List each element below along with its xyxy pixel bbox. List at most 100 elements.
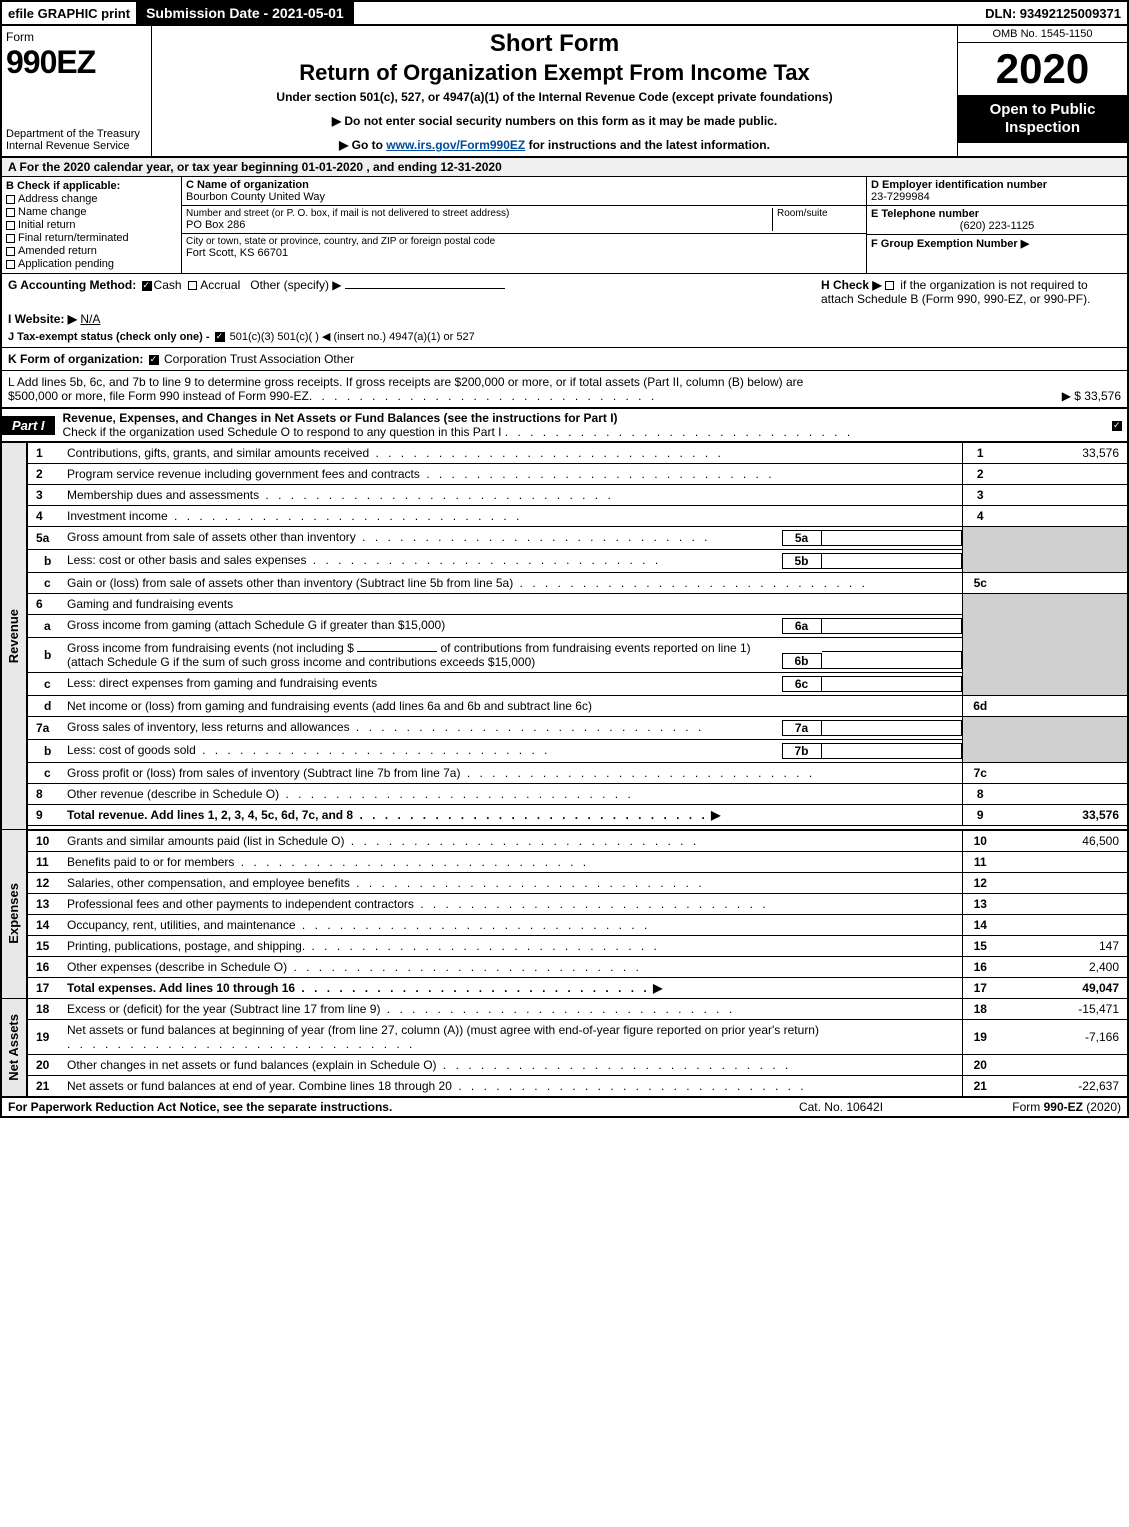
line-g: G Accounting Method: Cash Accrual Other … xyxy=(8,278,781,306)
box-b-title: B Check if applicable: xyxy=(6,180,177,192)
checkbox-checked-icon xyxy=(149,355,159,365)
line-18-amount: -15,471 xyxy=(998,998,1128,1019)
k-items: Corporation Trust Association Other xyxy=(164,352,354,366)
gh-block: G Accounting Method: Cash Accrual Other … xyxy=(0,274,1129,348)
dots xyxy=(309,389,1062,403)
org-info-block: B Check if applicable: Address change Na… xyxy=(0,177,1129,274)
submission-date: Submission Date - 2021-05-01 xyxy=(136,2,354,24)
line-17: 17 Total expenses. Add lines 10 through … xyxy=(1,977,1128,998)
top-bar: efile GRAPHIC print Submission Date - 20… xyxy=(0,0,1129,24)
form-header: Form 990EZ Department of the Treasury In… xyxy=(0,24,1129,158)
line-12: 12 Salaries, other compensation, and emp… xyxy=(1,872,1128,893)
line-16-amount: 2,400 xyxy=(998,956,1128,977)
omb-number: OMB No. 1545-1150 xyxy=(958,26,1127,43)
part1-title: Revenue, Expenses, and Changes in Net As… xyxy=(55,409,1107,441)
phone-row: E Telephone number (620) 223-1125 xyxy=(867,206,1127,235)
check-initial-return: Initial return xyxy=(6,219,177,231)
checkbox-icon xyxy=(6,208,15,217)
street: PO Box 286 xyxy=(186,219,772,231)
under-section: Under section 501(c), 527, or 4947(a)(1)… xyxy=(158,90,951,104)
room-label: Room/suite xyxy=(777,208,862,219)
g-label: G Accounting Method: xyxy=(8,278,136,292)
group-label: F Group Exemption Number ▶ xyxy=(871,238,1029,250)
check-address-change: Address change xyxy=(6,193,177,205)
org-name-label: C Name of organization xyxy=(186,179,862,191)
line-6b: b Gross income from fundraising events (… xyxy=(1,638,1128,673)
box-c: C Name of organization Bourbon County Un… xyxy=(182,177,867,273)
form-label: Form xyxy=(6,30,147,44)
notice-instructions: ▶ Go to www.irs.gov/Form990EZ for instru… xyxy=(158,138,951,152)
line-19: 19 Net assets or fund balances at beginn… xyxy=(1,1019,1128,1054)
j-label: J Tax-exempt status (check only one) - xyxy=(8,331,210,343)
open-public-inspection: Open to Public Inspection xyxy=(958,95,1127,143)
h-label: H Check ▶ xyxy=(821,278,882,292)
dots xyxy=(505,425,853,439)
return-title: Return of Organization Exempt From Incom… xyxy=(158,60,951,86)
org-name-row: C Name of organization Bourbon County Un… xyxy=(182,177,866,206)
phone-label: E Telephone number xyxy=(871,208,1123,220)
line-9: 9 Total revenue. Add lines 1, 2, 3, 4, 5… xyxy=(1,805,1128,826)
page-footer: For Paperwork Reduction Act Notice, see … xyxy=(0,1098,1129,1118)
line-19-amount: -7,166 xyxy=(998,1019,1128,1054)
k-label: K Form of organization: xyxy=(8,352,143,366)
line-5b: b Less: cost or other basis and sales ex… xyxy=(1,550,1128,573)
check-application-pending: Application pending xyxy=(6,258,177,270)
ein: 23-7299984 xyxy=(871,191,1123,203)
short-form-title: Short Form xyxy=(158,30,951,58)
tax-period-line: A For the 2020 calendar year, or tax yea… xyxy=(0,158,1129,177)
form-number: 990EZ xyxy=(6,44,147,81)
i-label: I Website: ▶ xyxy=(8,312,77,326)
part1-checkbox xyxy=(1107,418,1127,432)
phone: (620) 223-1125 xyxy=(871,220,1123,232)
part1-header: Part I Revenue, Expenses, and Changes in… xyxy=(0,408,1129,443)
line-i: I Website: ▶ N/A xyxy=(8,312,1121,326)
irs-link[interactable]: www.irs.gov/Form990EZ xyxy=(386,138,525,152)
efile-label: efile GRAPHIC print xyxy=(2,4,136,23)
check-final-return: Final return/terminated xyxy=(6,232,177,244)
line-11: 11 Benefits paid to or for members 11 xyxy=(1,851,1128,872)
street-row: Number and street (or P. O. box, if mail… xyxy=(182,206,866,234)
city-row: City or town, state or province, country… xyxy=(182,234,866,261)
tax-year: 2020 xyxy=(958,43,1127,95)
street-label: Number and street (or P. O. box, if mail… xyxy=(186,208,772,219)
header-center: Short Form Return of Organization Exempt… xyxy=(152,26,957,156)
line-10-amount: 46,500 xyxy=(998,830,1128,852)
line-j: J Tax-exempt status (check only one) - 5… xyxy=(8,330,1121,343)
checkbox-icon xyxy=(6,234,15,243)
revenue-section-label: Revenue xyxy=(6,609,21,663)
checkbox-icon xyxy=(885,281,894,290)
department-label: Department of the Treasury Internal Reve… xyxy=(6,128,147,152)
paperwork-notice: For Paperwork Reduction Act Notice, see … xyxy=(8,1100,741,1114)
line-10: Expenses 10 Grants and similar amounts p… xyxy=(1,830,1128,852)
expenses-section-label: Expenses xyxy=(6,883,21,944)
header-right: OMB No. 1545-1150 2020 Open to Public In… xyxy=(957,26,1127,156)
city: Fort Scott, KS 66701 xyxy=(186,247,862,259)
checkbox-icon xyxy=(6,260,15,269)
city-label: City or town, state or province, country… xyxy=(186,236,862,247)
netassets-section-label: Net Assets xyxy=(6,1014,21,1081)
notice2-pre: ▶ Go to xyxy=(339,138,386,152)
line-20: 20 Other changes in net assets or fund b… xyxy=(1,1054,1128,1075)
line-6: 6 Gaming and fundraising events xyxy=(1,594,1128,615)
line-6a: a Gross income from gaming (attach Sched… xyxy=(1,615,1128,638)
group-row: F Group Exemption Number ▶ xyxy=(867,235,1127,252)
box-def: D Employer identification number 23-7299… xyxy=(867,177,1127,273)
form-ref: Form 990-EZ (2020) xyxy=(941,1100,1121,1114)
line-6c: c Less: direct expenses from gaming and … xyxy=(1,673,1128,696)
line-9-amount: 33,576 xyxy=(998,805,1128,826)
line-l: L Add lines 5b, 6c, and 7b to line 9 to … xyxy=(0,371,1129,408)
checkbox-icon xyxy=(188,281,197,290)
checkbox-checked-icon xyxy=(1112,421,1122,431)
part1-check-note: Check if the organization used Schedule … xyxy=(63,425,854,439)
notice-ssn: ▶ Do not enter social security numbers o… xyxy=(158,114,951,128)
org-name: Bourbon County United Way xyxy=(186,191,862,203)
line-18: Net Assets 18 Excess or (deficit) for th… xyxy=(1,998,1128,1019)
line-7a: 7a Gross sales of inventory, less return… xyxy=(1,717,1128,740)
checkbox-icon xyxy=(6,221,15,230)
line-21-amount: -22,637 xyxy=(998,1075,1128,1097)
line-15-amount: 147 xyxy=(998,935,1128,956)
l-amount: ▶ $ 33,576 xyxy=(1062,389,1121,403)
check-name-change: Name change xyxy=(6,206,177,218)
line-6d: d Net income or (loss) from gaming and f… xyxy=(1,696,1128,717)
j-items: 501(c)(3) 501(c)( ) ◀ (insert no.) 4947(… xyxy=(230,331,475,343)
